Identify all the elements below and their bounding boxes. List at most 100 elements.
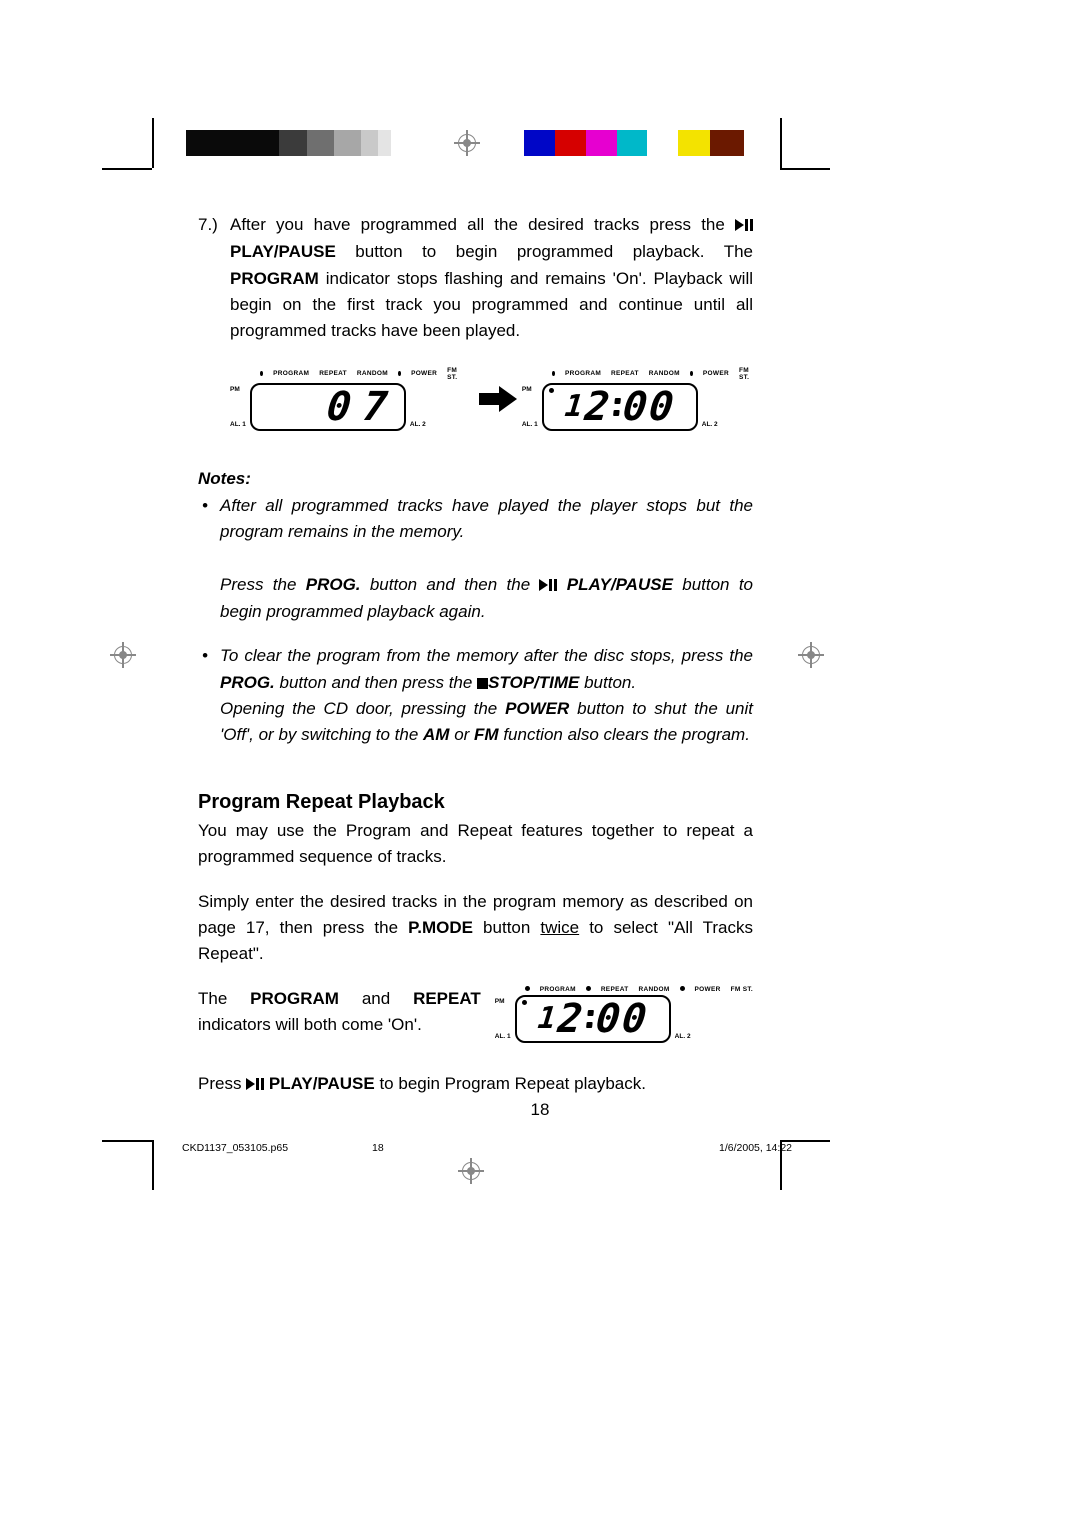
calibration-swatch	[391, 130, 409, 156]
lcd-digit: 0	[325, 387, 355, 427]
prog-label: PROG.	[306, 575, 361, 594]
indicator-dot	[552, 371, 555, 376]
pm-label: PM	[230, 386, 246, 393]
lcd-display-2: PROGRAM REPEAT RANDOM POWER FM ST. PM AL…	[522, 367, 753, 431]
page-content: 7.) After you have programmed all the de…	[198, 212, 753, 1098]
paragraph: Press PLAY/PAUSE to begin Program Repeat…	[198, 1071, 753, 1098]
page-number: 18	[0, 1100, 1080, 1120]
calibration-swatch	[524, 130, 555, 156]
crop-mark	[102, 1140, 152, 1142]
indicator-dot	[680, 986, 685, 991]
program-indicator: PROGRAM	[273, 370, 309, 377]
al1-label: AL. 1	[230, 421, 246, 428]
para-text: and	[339, 989, 413, 1008]
power-label: POWER	[505, 699, 569, 718]
calibration-swatch	[647, 130, 678, 156]
power-indicator: POWER	[695, 986, 721, 993]
footer: CKD1137_053105.p65 18 1/6/2005, 14:22	[182, 1142, 792, 1154]
fm-label: FM	[474, 725, 499, 744]
indicator-dot	[690, 371, 693, 376]
lcd-digit: 1	[563, 392, 586, 422]
power-indicator: POWER	[411, 370, 437, 377]
stop-icon	[477, 678, 488, 689]
repeat-indicator: REPEAT	[611, 370, 639, 377]
crop-mark	[102, 168, 152, 170]
note-item: After all programmed tracks have played …	[198, 493, 753, 626]
play-pause-label: PLAY/PAUSE	[264, 1074, 375, 1093]
para-text: to begin Program Repeat playback.	[375, 1074, 646, 1093]
random-indicator: RANDOM	[649, 370, 680, 377]
lcd-digit: 0	[594, 999, 624, 1039]
lcd-colon	[613, 398, 621, 416]
prog-label: PROG.	[220, 673, 275, 692]
paragraph: You may use the Program and Repeat featu…	[198, 818, 753, 871]
calibration-swatch	[279, 130, 307, 156]
note-text: button and then the	[361, 575, 540, 594]
manual-page: 7.) After you have programmed all the de…	[0, 0, 1080, 1528]
note-text: button.	[579, 673, 636, 692]
repeat-indicator: REPEAT	[601, 986, 629, 993]
lcd-colon	[586, 1010, 594, 1028]
play-pause-icon	[246, 1072, 264, 1098]
lcd-illustration-row: PROGRAM REPEAT RANDOM POWER FM ST. PM AL…	[230, 367, 753, 431]
random-indicator: RANDOM	[357, 370, 388, 377]
lcd-frame: 1 2 0 0	[542, 383, 698, 431]
section-heading: Program Repeat Playback	[198, 791, 753, 814]
note-item: To clear the program from the memory aft…	[198, 643, 753, 748]
repeat-label: REPEAT	[413, 989, 481, 1008]
calibration-swatch	[586, 130, 617, 156]
pm-label: PM	[522, 386, 538, 393]
lcd-frame: 0 7	[250, 383, 406, 431]
lcd-digit: 2	[555, 999, 585, 1039]
para-text: button	[473, 918, 540, 937]
calibration-swatch	[710, 130, 744, 156]
registration-mark	[454, 130, 480, 156]
al1-label: AL. 1	[522, 421, 538, 428]
note-text: To clear the program from the memory aft…	[220, 646, 753, 665]
calibration-swatch	[334, 130, 361, 156]
lcd-digit: 1	[536, 1004, 559, 1034]
lcd-digit: 7	[361, 387, 391, 427]
note-text: or	[449, 725, 474, 744]
note-text: Press the	[220, 575, 306, 594]
play-pause-label: PLAY/PAUSE	[230, 242, 336, 261]
registration-mark	[458, 1158, 484, 1184]
indicator-dot	[260, 371, 263, 376]
repeat-indicator: REPEAT	[319, 370, 347, 377]
grayscale-calibration-bar	[186, 130, 409, 156]
al2-label: AL. 2	[675, 1033, 691, 1040]
lcd-digit: 0	[621, 387, 651, 427]
lcd-display-3: PROGRAM REPEAT RANDOM POWER FM ST. PM AL…	[495, 986, 753, 1043]
lcd-display-1: PROGRAM REPEAT RANDOM POWER FM ST. PM AL…	[230, 367, 461, 431]
footer-filename: CKD1137_053105.p65	[182, 1142, 372, 1154]
fmst-indicator: FM ST.	[739, 367, 753, 381]
para-text: indicators will both come 'On'.	[198, 1015, 422, 1034]
crop-mark	[780, 168, 830, 170]
crop-mark	[152, 1140, 154, 1190]
lcd-frame: 1 2 0 0	[515, 995, 671, 1043]
paragraph: Simply enter the desired tracks in the p…	[198, 889, 753, 968]
play-pause-label: PLAY/PAUSE	[557, 575, 672, 594]
crop-mark	[780, 118, 782, 168]
notes-list: After all programmed tracks have played …	[198, 493, 753, 749]
fmst-indicator: FM ST.	[447, 367, 461, 381]
play-pause-icon	[735, 213, 753, 239]
lcd-digit: 0	[620, 999, 650, 1039]
notes-heading: Notes:	[198, 469, 753, 489]
al2-label: AL. 2	[410, 421, 426, 428]
note-text: button and then press the	[275, 673, 477, 692]
footer-page: 18	[372, 1142, 502, 1154]
crop-mark	[152, 118, 154, 168]
indicator-dot	[586, 986, 591, 991]
step-number: 7.)	[198, 212, 230, 238]
program-indicator: PROGRAM	[565, 370, 601, 377]
program-label: PROGRAM	[250, 989, 339, 1008]
am-label: AM	[423, 725, 449, 744]
para-text: The	[198, 989, 250, 1008]
calibration-swatch	[186, 130, 279, 156]
footer-timestamp: 1/6/2005, 14:22	[502, 1142, 792, 1154]
step-text: button to begin programmed playback. The	[336, 242, 753, 261]
calibration-swatch	[617, 130, 647, 156]
color-calibration-bar	[524, 130, 744, 156]
indicator-dot	[525, 986, 530, 991]
